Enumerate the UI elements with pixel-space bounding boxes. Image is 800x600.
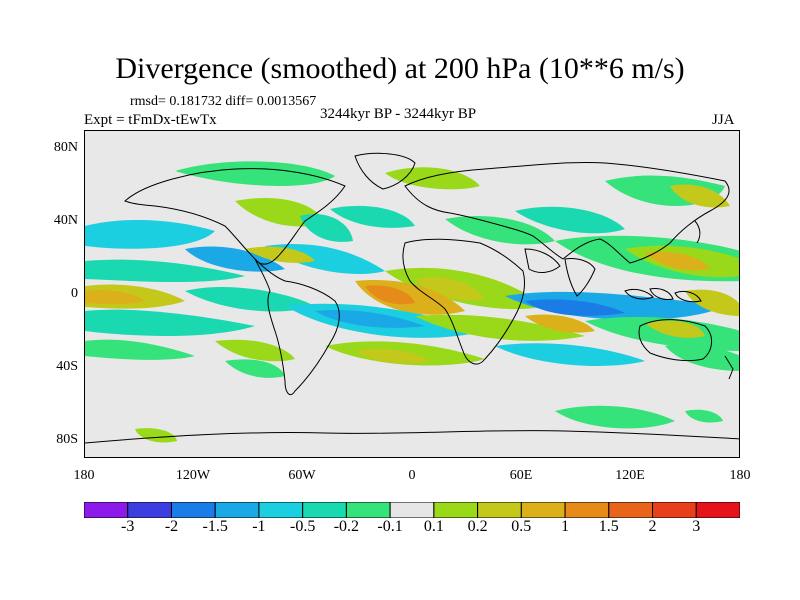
- div-region: [670, 184, 730, 208]
- colorbar-tick-label: 0.1: [423, 518, 444, 535]
- div-region: [685, 409, 723, 423]
- season-label: JJA: [712, 112, 735, 128]
- div-region: [85, 259, 245, 283]
- divergence-field: [85, 161, 739, 443]
- colorbar-swatch: [477, 502, 522, 518]
- colorbar-tick-label: 3: [692, 518, 701, 535]
- colorbar-swatch: [608, 502, 654, 518]
- lon-label-0: 0: [408, 468, 416, 483]
- div-region: [330, 205, 415, 228]
- div-region: [555, 405, 675, 429]
- colorbar-tick-label: -1.5: [202, 518, 228, 535]
- colorbar-tick-label: -0.2: [333, 518, 360, 535]
- colorbar-tick-label: -0.1: [377, 518, 403, 535]
- colorbar-swatch: [127, 502, 172, 518]
- colorbar-swatch: [302, 502, 347, 518]
- div-region: [645, 251, 710, 271]
- lon-label-60w: 60W: [288, 468, 316, 483]
- colorbar-swatch: [520, 502, 566, 518]
- colorbar-swatch: [652, 502, 697, 518]
- colorbar: [84, 502, 740, 518]
- div-region: [525, 314, 595, 333]
- colorbar-swatch: [433, 502, 479, 518]
- colorbar-tick-label: 1: [561, 518, 570, 535]
- div-region: [135, 428, 177, 443]
- experiment-label: Expt = tFmDx-tEwTx: [84, 112, 217, 128]
- div-region: [355, 349, 430, 364]
- div-region: [495, 343, 645, 366]
- colorbar-tick-label: 0.2: [467, 518, 488, 535]
- colorbar-tick-label: -1: [252, 518, 266, 535]
- div-region: [445, 215, 555, 245]
- div-region: [585, 316, 739, 351]
- colorbar-swatch: [345, 502, 391, 518]
- div-region: [415, 277, 485, 301]
- lon-label-120e: 120E: [615, 468, 645, 483]
- lon-label-180-left: 180: [73, 468, 95, 483]
- lat-label-40s: 40S: [56, 359, 78, 374]
- lon-label-120w: 120W: [175, 468, 211, 483]
- coastlines: [85, 152, 739, 444]
- stats-line: rmsd= 0.181732 diff= 0.0013567: [130, 94, 317, 109]
- div-region: [315, 309, 425, 328]
- colorbar-swatch: [84, 502, 129, 518]
- period-label: 3244kyr BP - 3244kyr BP: [320, 106, 477, 122]
- div-region: [85, 309, 255, 336]
- colorbar-tick-label: -2: [164, 518, 179, 535]
- div-region: [215, 339, 295, 362]
- div-region: [685, 289, 739, 316]
- colorbar-swatch: [258, 502, 304, 518]
- lat-label-80s: 80S: [56, 432, 78, 447]
- div-region: [525, 299, 625, 316]
- div-region: [300, 213, 353, 242]
- colorbar-swatch: [170, 502, 216, 518]
- colorbar-swatch: [389, 502, 435, 518]
- lon-label-60e: 60E: [509, 468, 533, 483]
- lat-label-equator: 0: [71, 286, 78, 301]
- div-region: [85, 219, 215, 249]
- colorbar-tick-label: 0.5: [511, 518, 532, 535]
- map-panel: [84, 130, 740, 458]
- divergence-map: [85, 152, 739, 444]
- colorbar-swatch: [214, 502, 260, 518]
- lon-label-180-right: 180: [729, 468, 751, 483]
- div-region: [185, 286, 315, 312]
- colorbar-tick-label: -3: [121, 518, 135, 535]
- div-region: [185, 246, 285, 272]
- colorbar-tick-label: -0.5: [290, 518, 316, 535]
- colorbar-swatch: [564, 502, 610, 518]
- div-region: [365, 285, 415, 305]
- colorbar-tick-label: 1.5: [598, 518, 619, 535]
- colorbar-tick-label: 2: [648, 518, 657, 535]
- div-region: [515, 206, 625, 234]
- colorbar-swatch: [695, 502, 740, 518]
- lat-label-80n: 80N: [53, 140, 78, 155]
- div-region: [175, 161, 335, 187]
- div-region: [85, 339, 195, 360]
- div-region: [665, 344, 739, 371]
- div-region: [225, 359, 285, 378]
- div-region: [415, 314, 585, 341]
- lat-label-40n: 40N: [53, 213, 78, 228]
- plot-title: Divergence (smoothed) at 200 hPa (10**6 …: [115, 52, 685, 85]
- div-region: [645, 320, 705, 338]
- div-region: [85, 290, 145, 305]
